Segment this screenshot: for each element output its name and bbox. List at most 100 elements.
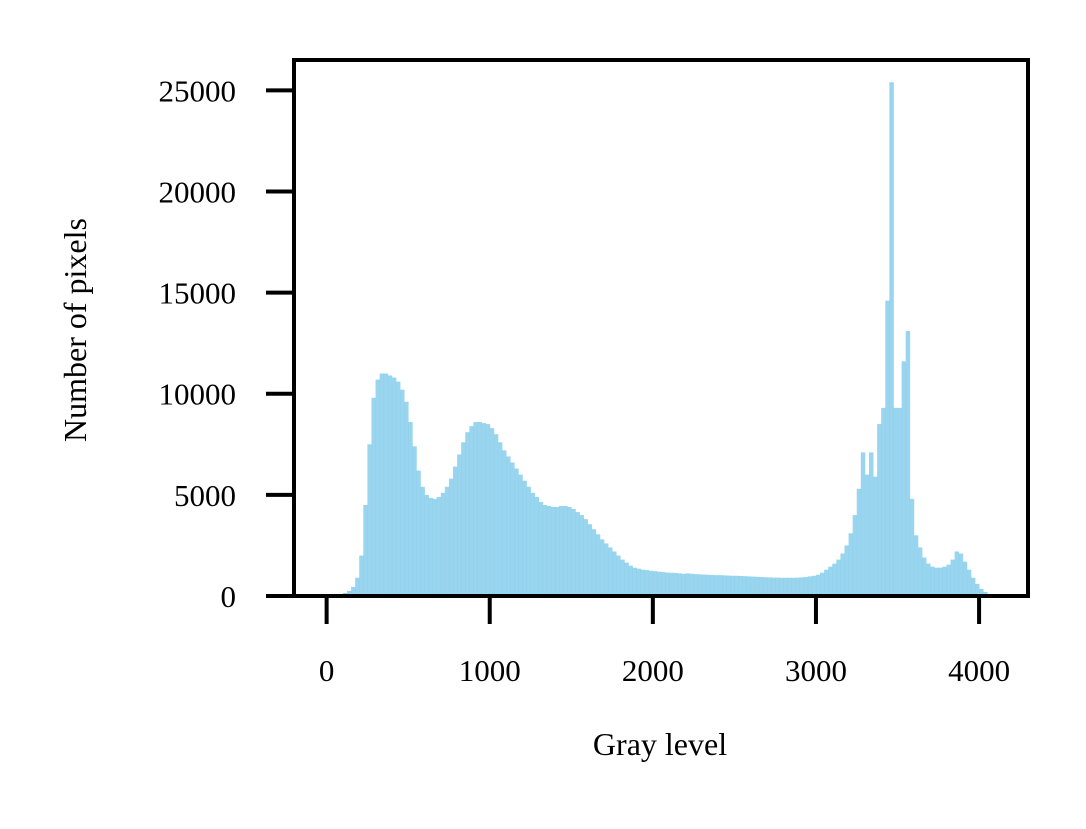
histogram-bar bbox=[592, 529, 596, 596]
histogram-bar bbox=[478, 422, 482, 596]
histogram-bar bbox=[751, 577, 755, 596]
y-tick-label: 10000 bbox=[159, 377, 237, 412]
y-tick-label: 25000 bbox=[159, 73, 237, 108]
histogram-bar bbox=[681, 574, 685, 596]
histogram-bar bbox=[433, 499, 437, 596]
histogram-bar bbox=[490, 428, 494, 596]
histogram-bar bbox=[465, 432, 469, 596]
histogram-bar bbox=[539, 502, 543, 596]
histogram-bar bbox=[563, 506, 567, 596]
histogram-bar bbox=[743, 576, 747, 596]
histogram-bar bbox=[828, 567, 832, 596]
histogram-bar bbox=[779, 578, 783, 596]
histogram-bar bbox=[755, 577, 759, 596]
histogram-bar bbox=[730, 576, 734, 596]
histogram-bar bbox=[620, 560, 624, 596]
histogram-bar bbox=[816, 575, 820, 596]
x-tick-label: 3000 bbox=[785, 653, 847, 688]
histogram-bar bbox=[384, 374, 388, 596]
histogram-bar bbox=[694, 574, 698, 596]
x-tick-label: 0 bbox=[319, 653, 335, 688]
histogram-bar bbox=[359, 556, 363, 596]
histogram-bar bbox=[412, 446, 416, 596]
histogram-bar bbox=[669, 573, 673, 596]
histogram-bar bbox=[404, 402, 408, 596]
histogram-bar bbox=[857, 489, 861, 596]
histogram-bar bbox=[685, 573, 689, 596]
histogram-bar bbox=[759, 577, 763, 596]
histogram-bar bbox=[445, 487, 449, 596]
histogram-bar bbox=[416, 471, 420, 596]
histogram-bar bbox=[959, 554, 963, 596]
histogram-bar bbox=[457, 454, 461, 596]
histogram-bar bbox=[510, 463, 514, 596]
histogram-bar bbox=[812, 576, 816, 596]
histogram-bar bbox=[441, 493, 445, 596]
histogram-bar bbox=[898, 408, 902, 596]
histogram-bar bbox=[885, 301, 889, 596]
histogram-bar bbox=[951, 560, 955, 596]
histogram-bar bbox=[942, 567, 946, 596]
histogram-bar bbox=[865, 475, 869, 596]
y-tick-label: 15000 bbox=[159, 276, 237, 311]
histogram-bar bbox=[918, 547, 922, 596]
histogram-bar bbox=[718, 575, 722, 596]
histogram-bar bbox=[645, 570, 649, 596]
histogram-bar bbox=[355, 578, 359, 596]
histogram-bar bbox=[849, 533, 853, 596]
histogram-bar bbox=[796, 578, 800, 596]
histogram-bar bbox=[877, 424, 881, 596]
histogram-bar bbox=[853, 515, 857, 596]
histogram-bar bbox=[922, 558, 926, 596]
histogram-bar bbox=[641, 570, 645, 596]
histogram-bar bbox=[461, 442, 465, 596]
histogram-bar bbox=[861, 452, 865, 596]
histogram-bar bbox=[388, 376, 392, 596]
y-tick-label: 20000 bbox=[159, 174, 237, 209]
histogram-bar bbox=[518, 475, 522, 596]
histogram-bar bbox=[502, 450, 506, 596]
histogram-bar bbox=[469, 426, 473, 596]
histogram-bar bbox=[706, 575, 710, 596]
histogram-bar bbox=[902, 361, 906, 596]
histogram-bar bbox=[649, 571, 653, 596]
histogram-bar bbox=[396, 382, 400, 596]
histogram-bar bbox=[791, 578, 795, 596]
histogram-bar bbox=[547, 506, 551, 596]
bars-layer bbox=[331, 82, 996, 596]
histogram-bar bbox=[376, 380, 380, 596]
histogram-bar bbox=[367, 444, 371, 596]
histogram-bar bbox=[555, 507, 559, 596]
histogram-bar bbox=[800, 577, 804, 596]
histogram-bar bbox=[392, 378, 396, 596]
histogram-bar bbox=[889, 82, 893, 596]
histogram-bar bbox=[624, 563, 628, 596]
histogram-bar bbox=[955, 552, 959, 597]
histogram-bar bbox=[820, 573, 824, 596]
histogram-bar bbox=[628, 566, 632, 596]
histogram-bar bbox=[869, 452, 873, 596]
histogram-bar bbox=[498, 442, 502, 596]
histogram-bar bbox=[506, 456, 510, 596]
y-axis-title: Number of pixels bbox=[57, 218, 93, 442]
histogram-bar bbox=[698, 574, 702, 596]
x-axis-title: Gray level bbox=[593, 726, 727, 762]
histogram-bar bbox=[690, 574, 694, 596]
histogram-bar bbox=[657, 572, 661, 596]
histogram-bar bbox=[914, 535, 918, 596]
histogram-bar bbox=[437, 497, 441, 596]
histogram-bar bbox=[637, 569, 641, 596]
histogram-bar bbox=[804, 577, 808, 596]
histogram-bar bbox=[400, 390, 404, 596]
histogram-bar bbox=[473, 422, 477, 596]
histogram-bar bbox=[588, 524, 592, 596]
histogram-bar bbox=[677, 573, 681, 596]
x-tick-label: 2000 bbox=[622, 653, 684, 688]
histogram-bar bbox=[967, 570, 971, 596]
histogram-bar bbox=[926, 564, 930, 596]
histogram-bar bbox=[526, 487, 530, 596]
histogram-bar bbox=[616, 556, 620, 596]
